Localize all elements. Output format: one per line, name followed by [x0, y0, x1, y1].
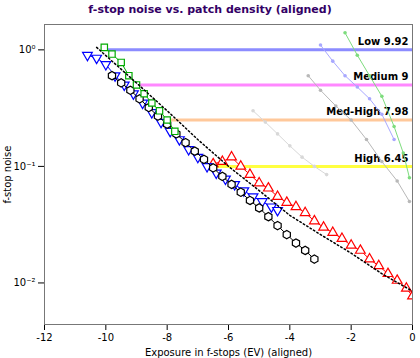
svg-text:-12: -12	[36, 332, 52, 343]
svg-text:High 6.45: High 6.45	[354, 153, 408, 164]
svg-text:Medium 9: Medium 9	[353, 71, 408, 82]
svg-text:0: 0	[409, 332, 415, 343]
svg-text:Exposure in f-stops (EV) (alig: Exposure in f-stops (EV) (aligned)	[145, 347, 312, 358]
svg-text:Med-High 7.98: Med-High 7.98	[326, 106, 409, 118]
svg-text:10⁻¹: 10⁻¹	[13, 161, 35, 172]
svg-text:-10: -10	[98, 332, 114, 343]
svg-text:-8: -8	[162, 332, 172, 343]
svg-text:10⁻²: 10⁻²	[13, 277, 35, 288]
svg-text:Low 9.92: Low 9.92	[358, 36, 409, 47]
svg-text:-4: -4	[285, 332, 295, 343]
svg-text:-6: -6	[224, 332, 234, 343]
svg-text:f-stop noise: f-stop noise	[2, 146, 13, 204]
svg-text:-2: -2	[346, 332, 356, 343]
svg-text:10⁰: 10⁰	[19, 44, 36, 55]
html-text:f-stop noise vs. patch density: f-stop noise vs. patch density (aligned)	[88, 3, 332, 16]
